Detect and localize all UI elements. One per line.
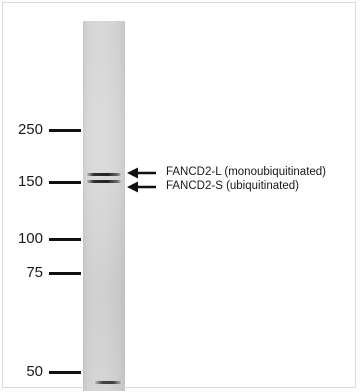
- marker-tick-100: [49, 238, 81, 241]
- marker-75: 75: [3, 263, 83, 283]
- arrow-left-icon: [127, 167, 156, 179]
- marker-tick-250: [49, 129, 81, 132]
- band-bottom: [95, 381, 121, 384]
- marker-label-100: 100: [17, 230, 43, 247]
- arrow-left-icon: [127, 181, 156, 193]
- marker-50: 50: [3, 362, 83, 382]
- marker-label-250: 250: [17, 121, 43, 138]
- marker-tick-50: [49, 371, 81, 374]
- annotation-label-fancd2-l: FANCD2-L (monoubiquitinated): [166, 166, 327, 178]
- blot-lane: [83, 21, 125, 391]
- annotation-label-fancd2-s: FANCD2-S (ubiquitinated): [166, 180, 299, 192]
- marker-tick-150: [49, 181, 81, 184]
- marker-label-150: 150: [17, 173, 43, 190]
- marker-label-50: 50: [26, 363, 43, 380]
- figure-frame: 250 150 100 75 50 FANCD2-L (monoubiquiti…: [2, 2, 356, 391]
- marker-150: 150: [3, 172, 83, 192]
- marker-tick-75: [49, 272, 81, 275]
- marker-100: 100: [3, 229, 83, 249]
- marker-250: 250: [3, 120, 83, 140]
- band-fancd2-s: [87, 180, 121, 183]
- band-fancd2-l: [87, 173, 121, 176]
- marker-label-75: 75: [26, 264, 43, 281]
